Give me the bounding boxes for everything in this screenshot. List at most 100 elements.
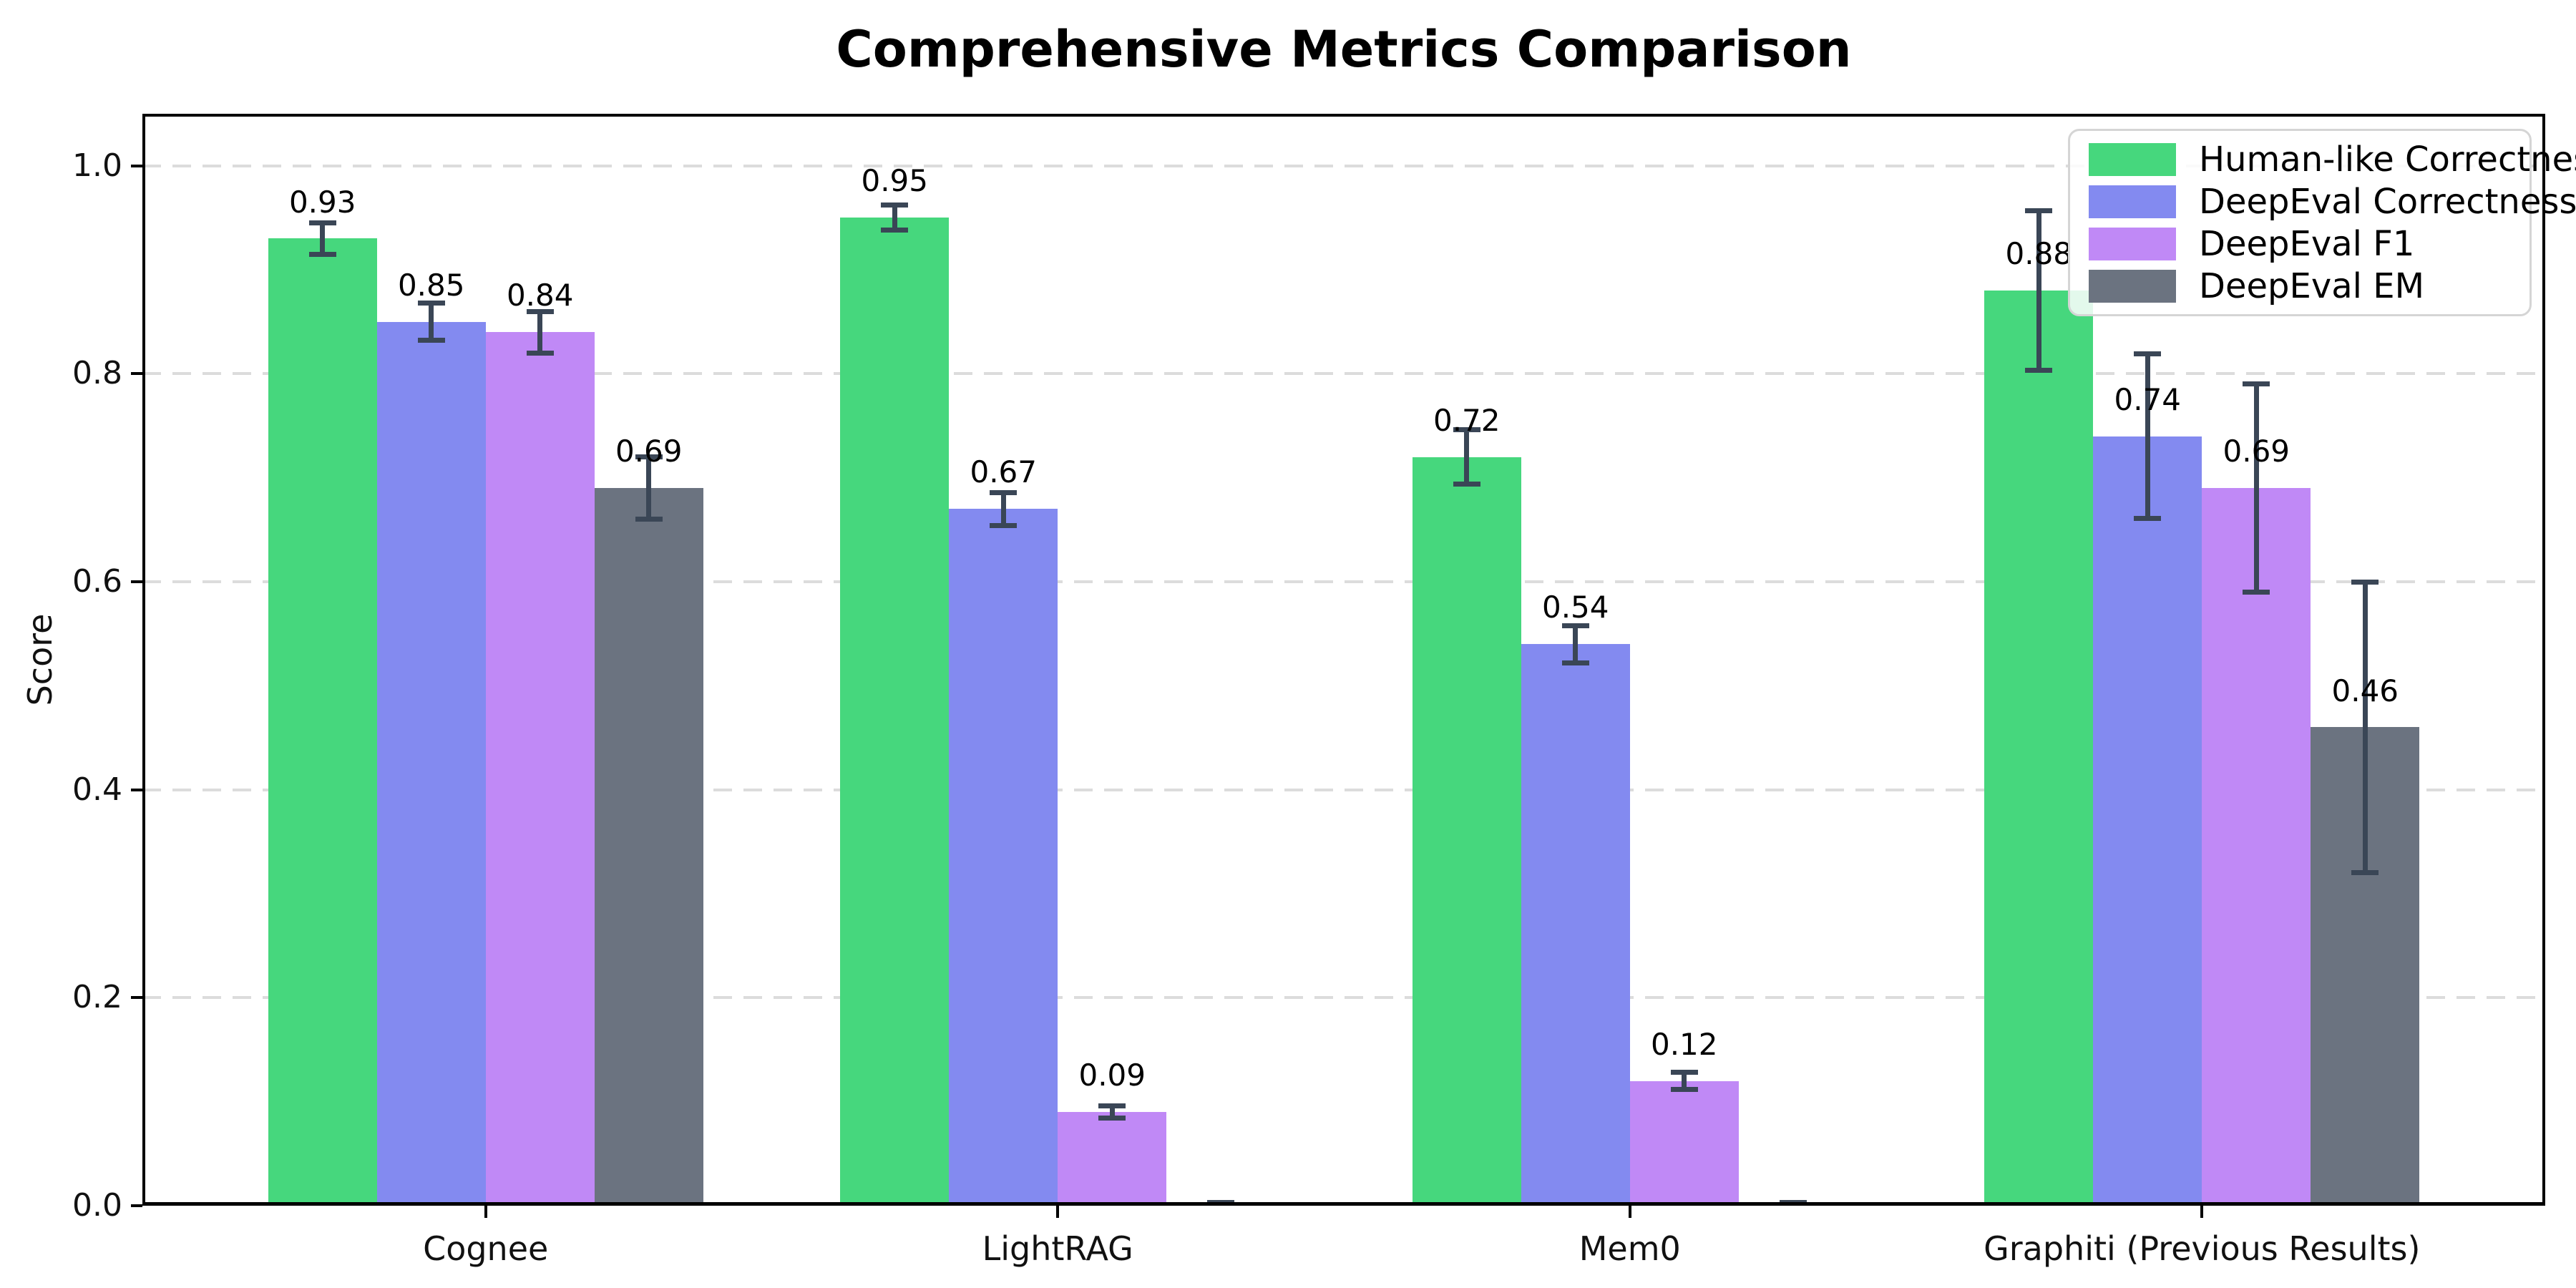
- y-tick-label: 0.8: [72, 355, 122, 392]
- legend-row: DeepEval F1: [2089, 223, 2529, 265]
- legend: Human-like Correctness DeepEval Correctne…: [2068, 129, 2576, 316]
- y-tick-label: 0.2: [72, 979, 122, 1016]
- gridline: [142, 788, 2545, 791]
- error-bar: [892, 205, 897, 230]
- error-bar: [537, 311, 543, 353]
- bar-value-label: 0.74: [2114, 381, 2182, 417]
- error-bar-cap-bottom: [1453, 481, 1480, 487]
- bar-deepeval-em-1: [594, 488, 703, 1206]
- x-tick-mark: [2200, 1206, 2204, 1218]
- legend-row: DeepEval Correctness: [2089, 180, 2576, 223]
- error-bar-cap-top: [990, 489, 1018, 495]
- gridline: [142, 580, 2545, 583]
- error-bar-cap-bottom: [1098, 1116, 1126, 1121]
- error-bar-cap-top: [417, 301, 445, 306]
- bar-value-label: 0.69: [615, 434, 683, 469]
- error-bar: [429, 303, 434, 341]
- x-tick-label-1: Cognee: [423, 1229, 549, 1268]
- x-tick-mark: [1628, 1206, 1631, 1218]
- y-tick-label: 0.0: [72, 1187, 122, 1224]
- error-bar-cap-top: [635, 454, 663, 460]
- x-tick-label-3: Mem0: [1579, 1229, 1681, 1268]
- bar-value-label: 0.54: [1541, 590, 1609, 625]
- x-tick-mark: [484, 1206, 487, 1218]
- error-bar-cap-bottom: [990, 523, 1018, 529]
- error-bar-cap-top: [2134, 351, 2162, 357]
- bar-deepeval-correctness-4: [2093, 436, 2202, 1206]
- bar-value-label: 0.12: [1650, 1026, 1718, 1062]
- bar-value-label: 0.88: [2005, 236, 2073, 272]
- error-bar: [320, 223, 326, 255]
- legend-row: DeepEval EM: [2089, 265, 2529, 307]
- bar-deepeval-f1-1: [485, 332, 595, 1206]
- error-bar-cap-top: [2351, 579, 2379, 585]
- error-bar-cap-bottom: [635, 517, 663, 522]
- y-tick-mark: [131, 164, 142, 167]
- bar-value-label: 0.46: [2331, 673, 2399, 708]
- y-axis-label: Score: [21, 613, 59, 706]
- y-tick-mark: [131, 788, 142, 791]
- bar-human-like-correctness-4: [1984, 291, 2094, 1206]
- error-bar-cap-bottom: [2351, 870, 2379, 876]
- bar-value-label: 0.84: [506, 278, 574, 313]
- gridline: [142, 372, 2545, 376]
- error-bar-cap-bottom: [881, 228, 909, 233]
- error-bar-cap-top: [1561, 623, 1589, 628]
- y-tick-mark: [131, 1204, 142, 1207]
- error-bar: [646, 457, 652, 519]
- x-axis-baseline: [142, 1202, 2545, 1206]
- error-bar-cap-bottom: [2243, 590, 2270, 595]
- legend-swatch-icon: [2089, 227, 2176, 260]
- error-bar: [1682, 1072, 1687, 1090]
- error-bar-cap-top: [526, 308, 554, 314]
- legend-row: Human-like Correctness: [2089, 138, 2576, 180]
- plot-area: 0.93 0.95 0.72 0.88 0.85 0.67 0.54 0.74 0.84 0.09…: [142, 114, 2545, 1206]
- bar-value-label: 0.85: [397, 267, 465, 303]
- error-bar: [1573, 625, 1579, 663]
- error-bar-cap-top: [2243, 381, 2270, 387]
- error-bar-cap-top: [1670, 1070, 1698, 1075]
- legend-label: DeepEval Correctness: [2199, 181, 2576, 222]
- gridline: [142, 996, 2545, 1000]
- error-bar-cap-bottom: [308, 251, 336, 257]
- error-bar: [1464, 429, 1470, 484]
- error-bar-cap-bottom: [1670, 1086, 1698, 1092]
- legend-swatch-icon: [2089, 142, 2176, 176]
- y-tick-mark: [131, 580, 142, 583]
- legend-swatch-icon: [2089, 269, 2176, 303]
- top-spine: [142, 114, 2545, 117]
- bar-human-like-correctness-3: [1412, 457, 1521, 1206]
- bar-deepeval-f1-4: [2202, 488, 2311, 1206]
- error-bar: [2362, 582, 2368, 873]
- bar-value-label: 0.67: [970, 454, 1037, 490]
- left-spine: [142, 114, 145, 1206]
- bar-human-like-correctness-1: [268, 238, 377, 1206]
- legend-label: DeepEval EM: [2199, 265, 2424, 306]
- error-bar-cap-top: [1098, 1103, 1126, 1108]
- error-bar-cap-bottom: [1561, 660, 1589, 665]
- gridline: [142, 164, 2545, 167]
- legend-label: DeepEval F1: [2199, 223, 2415, 264]
- error-bar: [2036, 210, 2041, 371]
- error-bar: [1000, 492, 1006, 526]
- error-bar: [1109, 1106, 1115, 1118]
- error-bar-cap-top: [2025, 208, 2053, 213]
- bar-deepeval-f1-2: [1058, 1112, 1167, 1206]
- x-tick-mark: [1056, 1206, 1060, 1218]
- error-bar-cap-bottom: [526, 350, 554, 356]
- legend-label: Human-like Correctness: [2199, 139, 2576, 180]
- bar-value-label: 0.72: [1433, 402, 1501, 438]
- bar-deepeval-correctness-1: [376, 321, 486, 1206]
- error-bar: [2253, 384, 2259, 592]
- y-tick-label: 0.4: [72, 771, 122, 808]
- error-bar-cap-top: [881, 203, 909, 208]
- bar-value-label: 0.09: [1078, 1058, 1146, 1093]
- x-tick-label-4: Graphiti (Previous Results): [1984, 1229, 2421, 1268]
- bar-human-like-correctness-2: [840, 218, 950, 1206]
- right-spine: [2542, 114, 2545, 1206]
- bar-value-label: 0.95: [861, 163, 928, 199]
- bar-deepeval-correctness-2: [949, 509, 1058, 1206]
- y-tick-mark: [131, 996, 142, 1000]
- legend-swatch-icon: [2089, 185, 2176, 218]
